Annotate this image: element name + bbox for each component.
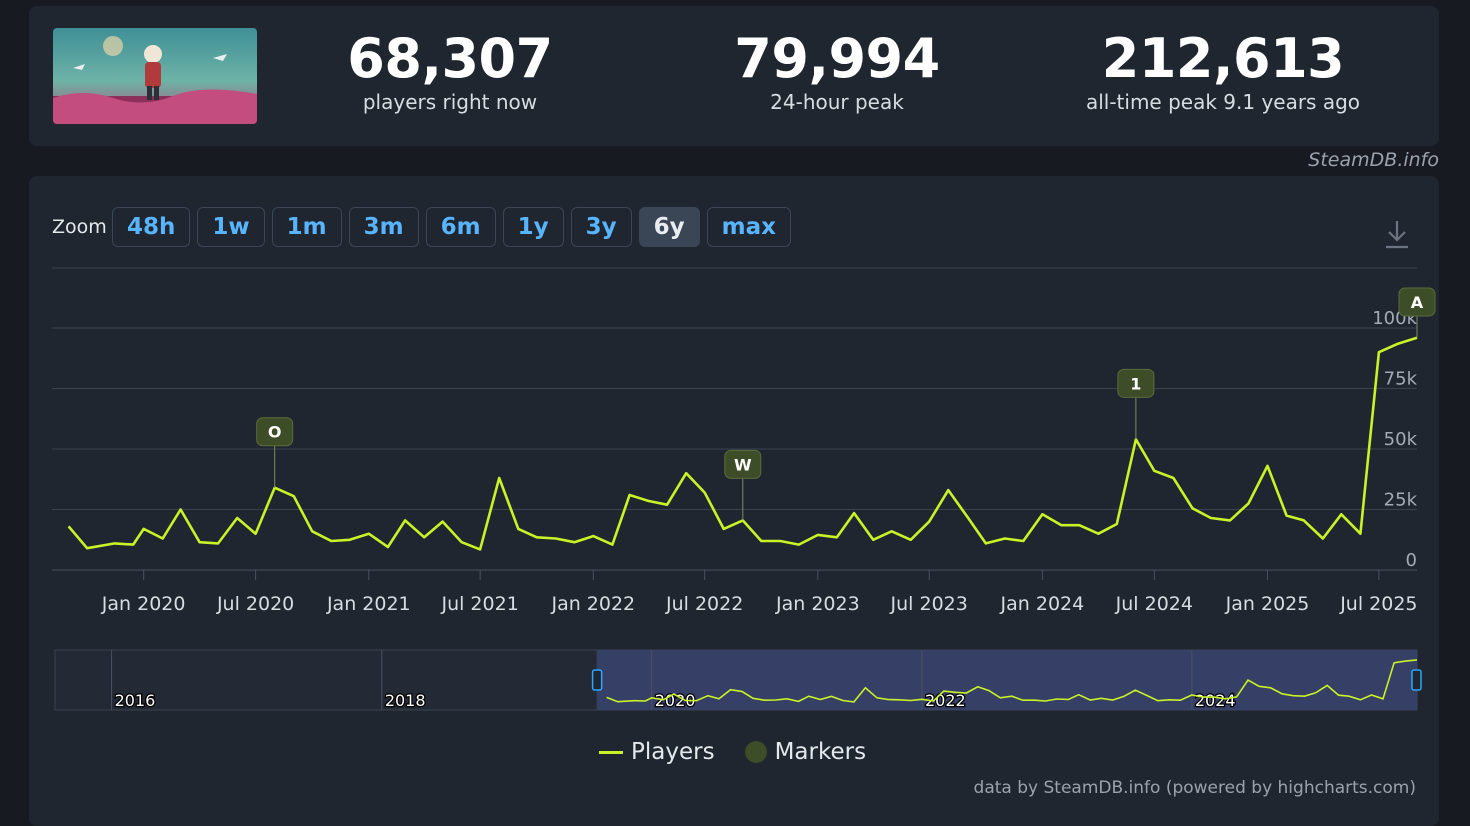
x-tick-label: Jul 2025 [1339, 593, 1417, 615]
chart-legend: Players Markers [599, 739, 866, 765]
marker-label: 1 [1130, 374, 1141, 393]
navigator-year-label: 2024 [1195, 691, 1236, 710]
marker-label: W [734, 455, 752, 474]
site-credit[interactable]: SteamDB.info [1308, 149, 1439, 171]
zoom-1y-button[interactable]: 1y [502, 207, 564, 247]
y-tick-label: 0 [1406, 550, 1417, 571]
x-tick-label: Jan 2025 [1225, 593, 1310, 615]
stats-card: 68,307 players right now 79,994 24-hour … [29, 6, 1439, 146]
zoom-48h-button[interactable]: 48h [112, 207, 191, 247]
daily-peak-label: 24-hour peak [770, 90, 904, 114]
zoom-3y-button[interactable]: 3y [570, 207, 632, 247]
x-tick-label: Jan 2020 [101, 593, 186, 615]
zoom-3m-button[interactable]: 3m [348, 207, 419, 247]
markers-legend-symbol [744, 741, 767, 763]
legend-markers[interactable]: Markers [744, 739, 867, 765]
x-tick-label: Jan 2021 [326, 593, 411, 615]
x-tick-label: Jan 2024 [1000, 593, 1085, 615]
marker-flag[interactable] [724, 449, 762, 479]
y-tick-label: 50k [1384, 429, 1418, 450]
marker-flag[interactable] [1398, 287, 1436, 317]
zoom-1w-button[interactable]: 1w [197, 207, 265, 247]
zoom-6y-button[interactable]: 6y [638, 207, 700, 247]
daily-peak-stat: 79,994 24-hour peak [657, 27, 1017, 115]
players-series-line[interactable] [67, 336, 1418, 551]
current-players-value: 68,307 [347, 27, 553, 90]
y-tick-label: 75k [1384, 369, 1418, 390]
navigator-year-label: 2018 [385, 691, 426, 710]
players-legend-symbol [599, 750, 623, 754]
navigator-year-label: 2016 [115, 691, 156, 710]
x-tick-label: Jul 2021 [440, 593, 518, 615]
zoom-label: Zoom [52, 216, 107, 238]
navigator-series-line [606, 659, 1418, 703]
navigator-selection[interactable] [596, 650, 1417, 710]
navigator-handle[interactable] [1411, 669, 1422, 691]
legend-players[interactable]: Players [599, 739, 715, 765]
legend-players-label: Players [631, 739, 715, 765]
navigator-year-label: 2020 [655, 691, 696, 710]
all-time-peak-value: 212,613 [1101, 27, 1345, 90]
navigator-handle[interactable] [591, 669, 603, 691]
all-time-peak-stat: 212,613 all-time peak 9.1 years ago [1043, 27, 1403, 115]
download-icon[interactable] [1383, 218, 1411, 250]
marker-flag[interactable] [256, 417, 294, 447]
zoom-buttons: 48h 1w 1m 3m 6m 1y 3y 6y max [112, 207, 791, 247]
chart-card: Zoom 48h 1w 1m 3m 6m 1y 3y 6y max 0 25k 50… [29, 176, 1439, 826]
y-tick-label: 25k [1384, 490, 1418, 511]
marker-label: O [268, 423, 282, 442]
x-tick-label: Jul 2023 [890, 593, 968, 615]
x-tick-label: Jul 2024 [1115, 593, 1193, 615]
marker-label: A [1411, 293, 1424, 312]
marker-flag[interactable] [1117, 368, 1155, 398]
x-tick-label: Jan 2023 [775, 593, 860, 615]
footer-credit[interactable]: data by SteamDB.info (powered by highcha… [973, 778, 1416, 798]
zoom-1m-button[interactable]: 1m [271, 207, 342, 247]
all-time-peak-label: all-time peak 9.1 years ago [1085, 90, 1361, 114]
current-players-stat: 68,307 players right now [270, 27, 630, 115]
navigator-year-label: 2022 [925, 691, 966, 710]
zoom-6m-button[interactable]: 6m [425, 207, 496, 247]
legend-markers-label: Markers [774, 739, 867, 765]
x-tick-label: Jan 2022 [550, 593, 635, 615]
current-players-label: players right now [362, 90, 538, 114]
x-tick-label: Jul 2022 [665, 593, 743, 615]
x-tick-label: Jul 2020 [216, 593, 294, 615]
daily-peak-value: 79,994 [734, 27, 940, 90]
game-thumbnail[interactable] [53, 28, 257, 124]
zoom-max-button[interactable]: max [706, 207, 791, 247]
